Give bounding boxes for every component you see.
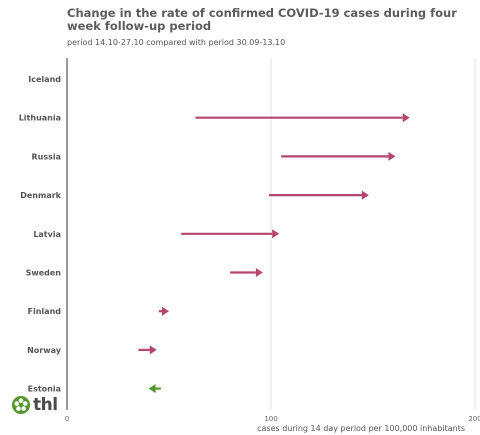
arrow-head xyxy=(149,345,157,355)
x-tick-label: 200 xyxy=(468,415,480,423)
category-label: Norway xyxy=(27,346,62,355)
category-label: Sweden xyxy=(26,269,62,278)
thl-logo: thl xyxy=(11,395,58,415)
arrow-head xyxy=(255,268,263,277)
x-axis-label: cases during 14 day period per 100,000 i… xyxy=(257,424,465,433)
category-label: Russia xyxy=(31,152,61,161)
category-label: Estonia xyxy=(28,385,61,394)
x-tick-label: 0 xyxy=(65,415,69,423)
x-tick-label: 100 xyxy=(264,415,277,423)
arrow-head xyxy=(148,384,156,394)
arrow-head xyxy=(361,190,369,200)
arrow-head xyxy=(388,151,396,161)
arrow-head xyxy=(162,306,169,316)
thl-flower-icon xyxy=(12,396,30,414)
chart-title: Change in the rate of confirmed COVID-19… xyxy=(67,6,457,33)
arrow-head xyxy=(402,113,410,123)
category-label: Lithuania xyxy=(19,114,61,123)
arrow-head xyxy=(272,229,280,239)
category-label: Latvia xyxy=(33,230,61,239)
category-label: Iceland xyxy=(28,75,61,84)
chart-subtitle: period 14.10-27.10 compared with period … xyxy=(67,38,286,47)
category-label: Finland xyxy=(28,307,62,316)
category-label: Denmark xyxy=(20,191,61,200)
logo-text: thl xyxy=(33,395,58,415)
